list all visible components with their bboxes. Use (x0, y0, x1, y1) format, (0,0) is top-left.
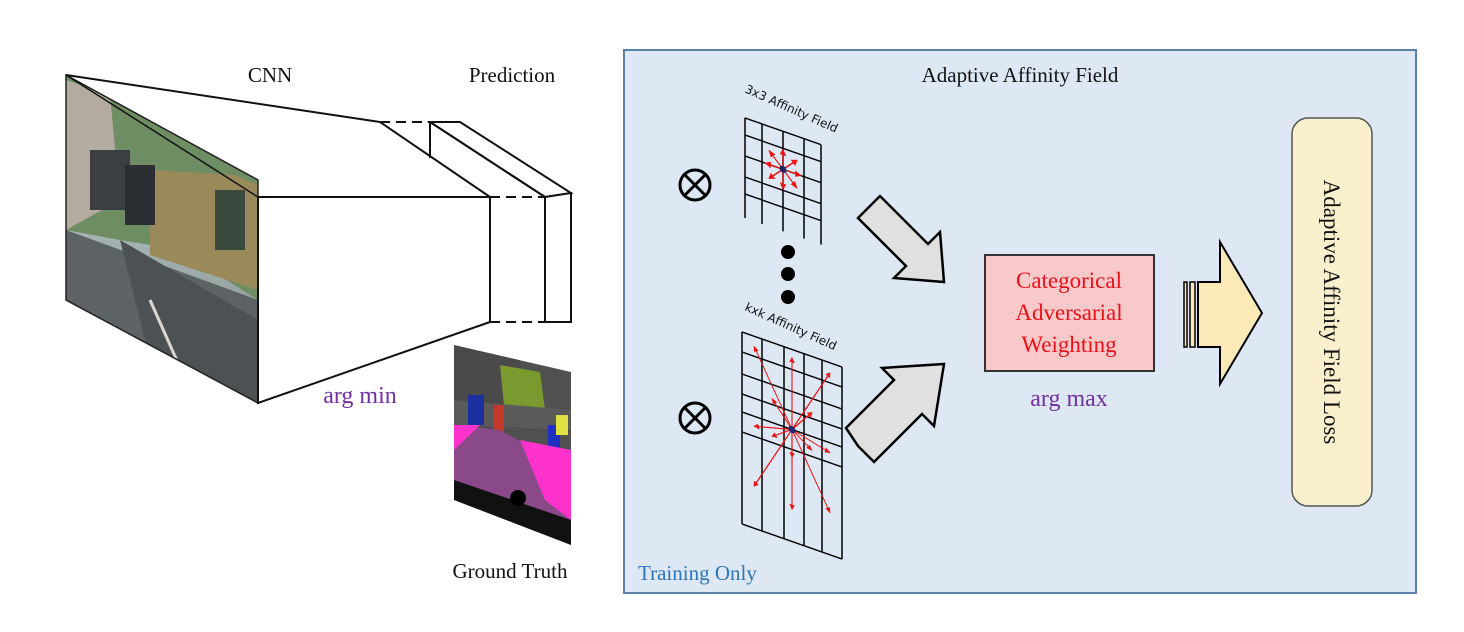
panel-title: Adaptive Affinity Field (922, 63, 1119, 87)
otimes-icon (678, 401, 712, 435)
prediction-block (426, 121, 574, 323)
prediction-label: Prediction (469, 63, 556, 87)
street-scene-image (66, 75, 258, 403)
otimes-icon (678, 168, 712, 202)
argmin-label: arg min (323, 383, 397, 409)
categorical-weighting-box (984, 254, 1155, 372)
weighting-line-3: Weighting (1021, 332, 1117, 357)
affinity-field-loss-box (1291, 117, 1373, 507)
training-only-label: Training Only (638, 561, 757, 585)
segmentation-map-image (454, 345, 571, 545)
loss-label: Adaptive Affinity Field Loss (1319, 180, 1344, 445)
weighting-line-1: Categorical (1016, 268, 1122, 293)
arrow-to-weighting-top (856, 194, 946, 284)
weighting-line-2: Adversarial (1015, 300, 1122, 325)
affinity-field-3x3 (744, 117, 822, 245)
arrow-to-weighting-bottom (844, 362, 946, 464)
ground-truth-label: Ground Truth (453, 559, 568, 583)
cnn-label: CNN (248, 63, 292, 87)
ellipsis-dots (781, 245, 795, 304)
arrow-to-loss (1183, 238, 1264, 388)
argmax-label: arg max (1030, 386, 1108, 412)
affinity-field-kxk (741, 331, 843, 560)
